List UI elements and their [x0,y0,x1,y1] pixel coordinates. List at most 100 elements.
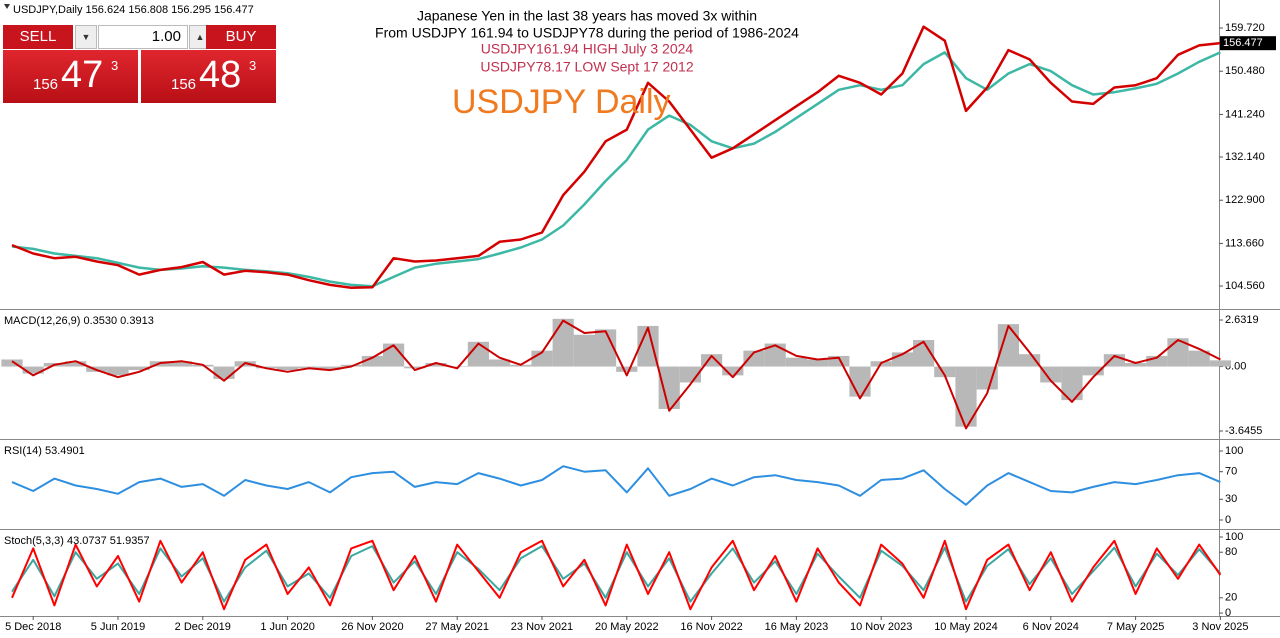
y-tick-label: 122.900 [1225,194,1265,206]
bid-price[interactable]: 156 47 3 [3,50,138,103]
trade-panel: SELL ▼ 1.00 ▲ BUY 156 47 3 156 48 3 [3,25,276,103]
histogram-bar [595,329,617,367]
sell-button[interactable]: SELL [3,25,73,49]
histogram-bar [828,355,850,367]
histogram-bar [785,357,807,367]
annotation: From USDJPY 161.94 to USDJPY78 during th… [375,25,799,41]
panel-title: MACD(12,26,9) 0.3530 0.3913 [4,315,154,327]
histogram-bar [489,359,511,367]
histogram-bar [934,366,956,378]
y-tick-label: 113.660 [1225,237,1264,249]
ask-price[interactable]: 156 48 3 [141,50,276,103]
x-tick-label: 1 Jun 2020 [260,621,314,633]
histogram-bar [616,366,638,372]
last-price-label: 156.477 [1223,37,1263,49]
y-tick-label: 80 [1225,546,1237,558]
y-tick-label: 20 [1225,592,1237,604]
annotation: USDJPY161.94 HIGH July 3 2024 [481,41,694,57]
panel-title: RSI(14) 53.4901 [4,445,85,457]
histogram-bar [1019,354,1041,367]
bid-sup: 3 [111,58,119,73]
histogram-bar [976,366,998,390]
x-tick-label: 10 Nov 2023 [850,621,912,633]
histogram-bar [764,343,786,367]
histogram-bar [65,361,87,367]
histogram-bar [1146,355,1168,367]
annotation: USDJPY Daily [452,83,671,121]
x-tick-label: 5 Dec 2018 [5,621,61,633]
histogram-bar [319,366,341,371]
x-tick-label: 20 May 2022 [595,621,659,633]
ask-prefix: 156 [171,76,197,93]
histogram-bar [425,363,447,367]
ask-big: 48 [199,54,242,96]
histogram-bar [1188,350,1210,367]
y-tick-label: 30 [1225,493,1237,505]
histogram-bar [171,361,193,367]
y-tick-label: 0 [1225,514,1231,526]
last-price-box [1220,36,1276,51]
x-tick-label: 16 Nov 2022 [680,621,742,633]
y-tick-label: 150.480 [1225,65,1265,77]
histogram-bar [1061,366,1083,401]
lot-input[interactable]: 1.00 [98,25,188,49]
histogram-bar [1209,360,1231,367]
menu-icon [4,4,10,9]
lot-down[interactable]: ▼ [75,25,97,49]
histogram-bar [1125,363,1147,367]
buy-button[interactable]: BUY [206,25,276,49]
y-tick-label: 132.140 [1225,151,1265,163]
histogram-bar [658,366,680,409]
x-tick-label: 16 May 2023 [765,621,829,633]
y-tick-label: -3.6455 [1225,425,1262,437]
panel-title: USDJPY,Daily 156.624 156.808 156.295 156… [13,4,254,16]
lot-up[interactable]: ▲ [189,25,211,49]
histogram-bar [552,318,574,367]
histogram-bar [1082,366,1104,376]
y-tick-label: 0 [1225,607,1231,619]
x-tick-label: 7 May 2025 [1107,621,1164,633]
y-tick-label: 104.560 [1225,280,1265,292]
y-tick-label: 100 [1225,445,1243,457]
histogram-bar [722,366,744,376]
histogram-bar [743,350,765,367]
histogram-bar [573,334,595,367]
histogram-bar [361,355,383,367]
histogram-bar [955,366,977,427]
series-line [11,465,1221,506]
series-line [11,539,1222,611]
histogram-bar [913,340,935,367]
y-tick-label: 141.240 [1225,108,1265,120]
ask-sup: 3 [249,58,257,73]
bid-big: 47 [61,54,104,96]
series-line [11,25,1221,289]
histogram-bar [637,325,659,367]
histogram-bar [467,341,489,367]
histogram-bar [849,366,871,397]
histogram-bar [404,366,426,369]
histogram-bar [128,366,150,371]
histogram-bar [107,366,129,376]
x-tick-label: 3 Nov 2025 [1192,621,1248,633]
histogram-bar [1040,366,1062,383]
x-tick-label: 10 May 2024 [934,621,998,633]
y-tick-label: 100 [1225,531,1243,543]
y-tick-label: 70 [1225,466,1237,478]
histogram-bar [997,324,1019,367]
x-tick-label: 6 Nov 2024 [1023,621,1079,633]
x-tick-label: 23 Nov 2021 [511,621,573,633]
histogram-bar [807,359,829,367]
panel-frames [0,0,1280,617]
y-tick-label: 159.720 [1225,22,1265,34]
y-tick-label: 2.6319 [1225,314,1259,326]
annotation: USDJPY78.17 LOW Sept 17 2012 [480,59,693,75]
histogram-bar [22,366,44,374]
x-tick-label: 26 Nov 2020 [341,621,403,633]
x-tick-label: 27 May 2021 [425,621,489,633]
panel-title: Stoch(5,3,3) 43.0737 51.9357 [4,535,150,547]
bid-prefix: 156 [33,76,59,93]
series-line [11,319,1221,430]
